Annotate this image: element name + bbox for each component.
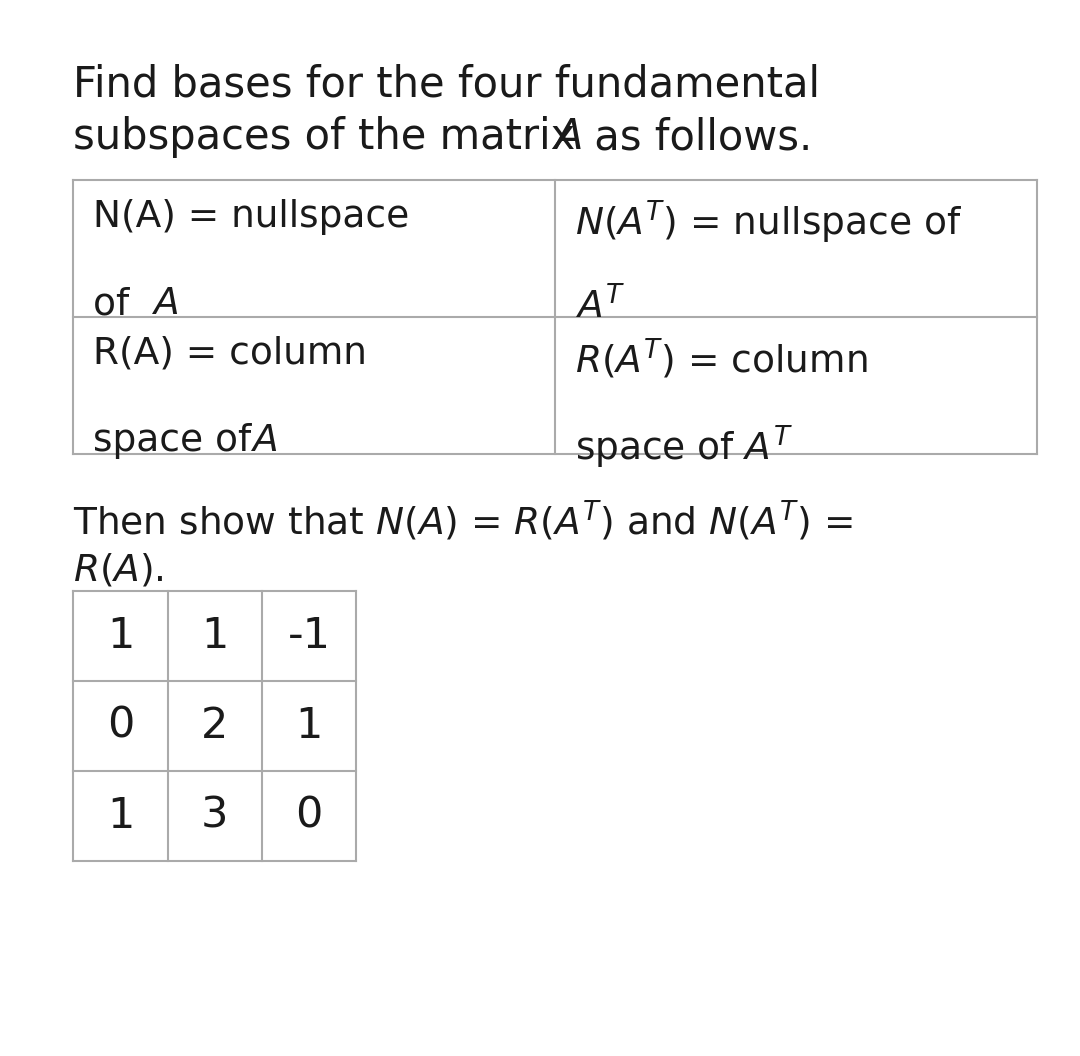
Text: 1: 1: [107, 795, 134, 836]
Text: $A^T$: $A^T$: [575, 286, 624, 326]
Text: A: A: [554, 116, 582, 158]
Text: 1: 1: [296, 705, 323, 747]
Text: 0: 0: [107, 705, 134, 747]
Text: N(A) = nullspace: N(A) = nullspace: [93, 199, 409, 234]
Text: R(A) = column: R(A) = column: [93, 336, 367, 372]
Text: space of: space of: [93, 423, 264, 459]
Text: space of $A^T$: space of $A^T$: [575, 423, 793, 471]
Text: $R(A)$.: $R(A)$.: [73, 551, 164, 588]
Text: A: A: [154, 286, 180, 322]
Text: Find bases for the four fundamental: Find bases for the four fundamental: [73, 63, 821, 106]
Text: subspaces of the matrix: subspaces of the matrix: [73, 116, 589, 158]
Text: $R(A^T)$ = column: $R(A^T)$ = column: [575, 336, 867, 380]
Text: -1: -1: [287, 616, 330, 657]
Text: $N(A^T)$ = nullspace of: $N(A^T)$ = nullspace of: [575, 199, 961, 246]
Text: A: A: [253, 423, 279, 459]
Text: as follows.: as follows.: [581, 116, 812, 158]
Text: 1: 1: [201, 616, 229, 657]
Text: Then show that $N(A)$ = $R(A^T)$ and $N(A^T)$ =: Then show that $N(A)$ = $R(A^T)$ and $N(…: [73, 498, 853, 543]
Text: 0: 0: [296, 795, 323, 836]
Text: 2: 2: [201, 705, 229, 747]
Text: of: of: [93, 286, 141, 322]
Text: 1: 1: [107, 616, 134, 657]
Text: 3: 3: [201, 795, 229, 836]
